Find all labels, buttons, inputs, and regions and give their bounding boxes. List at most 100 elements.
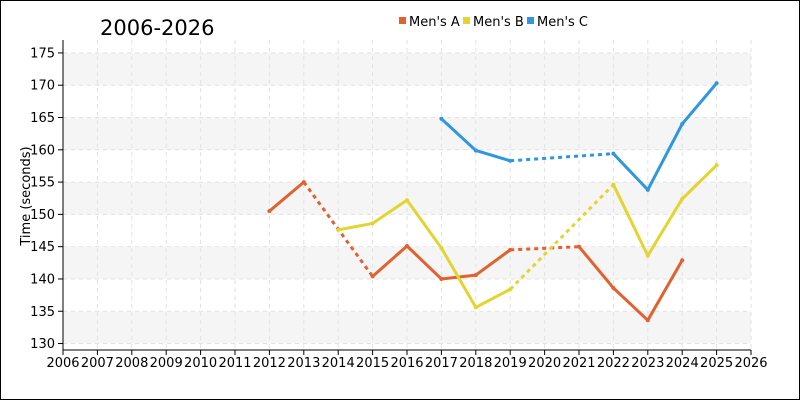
series-segment	[474, 248, 512, 277]
data-point	[714, 163, 719, 168]
y-axis-label: Time (seconds)	[19, 146, 34, 246]
data-point	[611, 182, 616, 187]
x-tick-label: 2016	[390, 356, 423, 371]
x-tick-label: 2020	[528, 356, 561, 371]
data-point	[611, 151, 616, 156]
series-segment	[611, 183, 650, 258]
series-segment	[371, 244, 409, 278]
data-point	[611, 286, 616, 290]
x-tick-label: 2010	[184, 356, 217, 371]
legend-item: Men's C	[527, 15, 588, 30]
series-1	[267, 180, 685, 323]
x-tick-label: 2019	[494, 356, 527, 371]
data-point	[301, 180, 306, 185]
x-tick-label: 2008	[115, 356, 148, 371]
legend-item: Men's A	[399, 15, 460, 30]
x-tick-label: 2014	[322, 356, 355, 371]
x-tick-label: 2009	[150, 356, 183, 371]
x-tick-label: 2018	[459, 356, 492, 371]
series-segment	[611, 152, 650, 192]
data-point	[680, 196, 685, 201]
series-segment-interpolated	[510, 152, 614, 163]
x-tick-label: 2023	[631, 356, 664, 371]
x-tick-label: 2021	[562, 356, 595, 371]
series-3	[439, 81, 719, 192]
series-segment	[646, 122, 684, 192]
x-tick-label: 2015	[356, 356, 389, 371]
x-tick-label: 2022	[597, 356, 630, 371]
series-segment	[646, 258, 684, 322]
data-point	[577, 244, 581, 249]
series-segment	[646, 197, 684, 258]
data-point	[439, 116, 444, 121]
series-segment	[336, 221, 375, 232]
x-tick-label: 2013	[287, 356, 320, 371]
x-tick-label: 2007	[81, 356, 114, 371]
series-segment	[267, 180, 306, 213]
legend-swatch	[463, 17, 470, 24]
data-point	[714, 81, 719, 86]
series-segment	[439, 117, 478, 152]
data-point	[508, 287, 513, 292]
data-point	[267, 209, 272, 214]
series-segment	[474, 148, 512, 163]
legend-label: Men's A	[409, 15, 460, 30]
data-point	[508, 158, 513, 163]
data-point	[336, 227, 341, 232]
chart-title: 2006-2026	[100, 16, 214, 40]
data-point	[508, 247, 513, 252]
series-segment	[371, 198, 409, 225]
y-tick-label: 155	[30, 176, 55, 191]
y-tick-label: 160	[30, 143, 55, 158]
series-2	[336, 163, 719, 310]
y-tick-label: 165	[30, 111, 55, 126]
legend-swatch	[527, 17, 534, 24]
data-point	[439, 245, 444, 250]
grid-lines	[62, 40, 752, 350]
legend: Men's A Men's B Men's C	[399, 15, 588, 30]
y-tick-label: 135	[30, 305, 55, 320]
series-segment	[611, 286, 650, 322]
series-segment-interpolated	[509, 183, 615, 291]
data-point	[680, 258, 685, 263]
data-point	[405, 244, 409, 249]
y-tick-label: 170	[30, 79, 55, 94]
series-segment	[680, 81, 719, 126]
series-segment-interpolated	[510, 245, 580, 252]
series-segment	[680, 163, 719, 201]
data-point	[473, 305, 478, 310]
data-point	[370, 274, 375, 279]
x-tick-label: 2011	[218, 356, 251, 371]
legend-label: Men's B	[473, 15, 524, 30]
legend-item: Men's B	[463, 15, 524, 30]
data-point	[645, 253, 650, 258]
data-point	[680, 121, 685, 126]
series-segment	[439, 246, 478, 309]
series-segment	[577, 245, 615, 290]
x-tick-label: 2006	[46, 356, 79, 371]
data-point	[645, 187, 650, 192]
series-layer	[267, 81, 719, 323]
data-point	[405, 198, 409, 203]
legend-label: Men's C	[537, 15, 588, 30]
y-tick-label: 175	[30, 46, 55, 61]
data-point	[370, 221, 375, 226]
data-point	[645, 318, 650, 323]
x-tick-label: 2012	[253, 356, 286, 371]
y-tick-label: 140	[30, 272, 55, 287]
legend-swatch	[399, 17, 406, 24]
x-tick-label: 2024	[666, 356, 699, 371]
data-point	[439, 276, 444, 281]
series-segment	[405, 198, 443, 250]
data-point	[473, 273, 478, 278]
y-tick-label: 130	[30, 337, 55, 352]
x-tick-label: 2025	[700, 356, 733, 371]
series-segment	[474, 287, 512, 309]
series-segment	[405, 244, 443, 281]
y-tick-label: 145	[30, 240, 55, 255]
y-tick-label: 150	[30, 208, 55, 223]
data-point	[473, 148, 478, 153]
x-tick-label: 2017	[425, 356, 458, 371]
